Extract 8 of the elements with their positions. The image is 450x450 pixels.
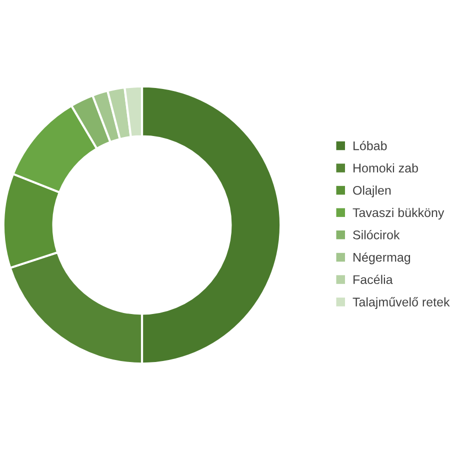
legend-label: Olajlen bbox=[353, 186, 391, 198]
legend-label: Tavaszi bükköny bbox=[352, 208, 444, 220]
legend-label: Lóbab bbox=[354, 140, 387, 150]
legend-label: Négermag bbox=[354, 252, 410, 264]
legend-label: Homoki zab bbox=[354, 163, 418, 173]
legend-label: Facélia bbox=[354, 274, 393, 284]
legend-label: Silócirok bbox=[353, 230, 400, 240]
legend-label: Talajművelő retek bbox=[352, 297, 450, 309]
